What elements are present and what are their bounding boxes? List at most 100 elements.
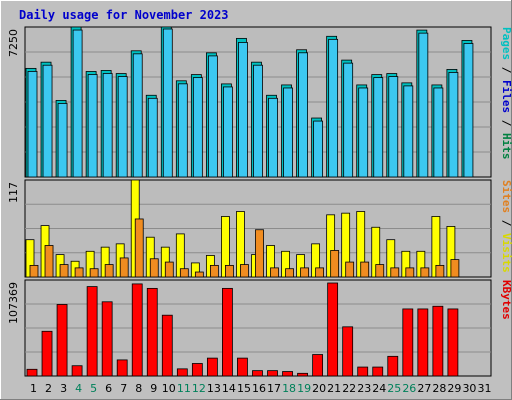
bar-files [388,76,399,178]
bar-sites [119,257,129,278]
x-tick-label: 17 [267,382,281,395]
legend-separator: / [500,113,512,133]
bar-sites [390,267,400,278]
bar-kbytes [161,314,173,377]
bar-sites [315,267,325,278]
bar-files [268,97,278,178]
x-tick-label: 16 [252,382,266,395]
bar-sites [134,218,144,278]
bar-sites [59,264,69,278]
x-tick-label: 27 [417,382,431,395]
bar-sites [179,268,189,278]
x-tick-label: 9 [150,382,157,395]
x-tick-label: 18 [282,382,296,395]
bar-files [147,97,158,178]
bar-kbytes [101,301,113,377]
x-tick-label: 12 [192,382,206,395]
bar-sites [255,229,264,278]
x-tick-label: 15 [237,382,251,395]
bar-files [102,73,113,178]
bar-kbytes [342,326,354,377]
bar-kbytes [267,370,278,377]
bar-sites [285,268,294,278]
bar-sites [240,264,249,278]
bar-files [207,55,218,178]
x-tick-label: 7 [120,382,127,395]
legend-visits: Visits [500,233,512,273]
x-tick-label: 30 [462,382,476,395]
bar-files [238,42,248,178]
x-axis-labels: 1 2 3 4 5 6 7 8 9 10 11 12 13 14 15 16 17 18 19 20 21 22 23 24 2… [30,382,491,395]
bar-kbytes [222,287,233,377]
bar-files [253,64,263,178]
bar-files [57,103,68,178]
bar-files [117,76,128,178]
y-max-label: 7250 [7,29,20,57]
legend-sites: Sites [500,180,512,213]
bar-sites [270,267,279,278]
bar-files [328,38,339,178]
bar-files [298,52,308,178]
bar-files [343,62,354,178]
bar-sites [89,268,99,278]
bar-kbytes [372,366,384,377]
bar-files [27,71,38,178]
bar-sites [44,245,54,278]
x-tick-label: 21 [327,382,341,395]
bar-kbytes [327,282,339,377]
bar-kbytes [41,330,53,377]
bar-kbytes [282,371,293,377]
bar-files [192,77,203,178]
bar-sites [149,258,159,278]
bar-files [463,43,474,178]
bar-kbytes [56,304,68,377]
x-tick-label: 4 [75,382,82,395]
legend-separator: / [500,60,512,80]
y-max-label: 117 [7,182,20,203]
bar-sites [74,267,84,278]
bar-kbytes [116,359,128,377]
bar-sites [450,259,460,278]
bar-kbytes [432,305,444,377]
chart-panels: 7250 Pages / Files / Hits 117 Sites / Visit… [7,26,512,377]
legend-hits: Hits [500,133,512,160]
x-tick-label: 2 [45,382,52,395]
bar-kbytes [26,368,38,377]
bar-kbytes [131,283,143,377]
bar-kbytes [252,370,263,377]
bar-sites [104,264,114,278]
x-tick-label: 20 [312,382,326,395]
bar-kbytes [237,357,248,377]
bar-sites [420,267,430,278]
bar-files [448,72,459,178]
bar-kbytes [357,366,369,377]
bar-files [358,87,369,178]
x-tick-label: 6 [105,382,112,395]
bar-files [313,120,324,178]
x-tick-label: 28 [432,382,446,395]
bar-kbytes [146,287,158,377]
legend-separator: / [500,213,512,233]
panel-legend-pages-files-hits: Pages / Files / Hits [500,27,512,160]
chart-title: Daily usage for November 2023 [19,8,229,22]
x-tick-label: 29 [447,382,461,395]
bar-sites [29,264,39,278]
legend-files: Files [500,80,512,113]
x-tick-label: 22 [342,382,356,395]
bar-kbytes [447,308,459,377]
legend-pages: Pages [500,27,512,60]
bar-sites [330,250,340,278]
legend-kbytes: KBytes [500,280,512,320]
x-tick-label: 1 [30,382,37,395]
bar-kbytes [191,363,203,377]
panel-kbytes: 107369 KBytes [7,279,512,377]
bar-files [177,83,188,178]
panel-legend-kbytes: KBytes [500,280,512,320]
bar-files [433,87,444,178]
bar-sites [375,264,385,278]
bar-kbytes [176,368,188,377]
x-tick-label: 3 [60,382,67,395]
bar-sites [300,267,309,278]
bar-files [42,64,53,178]
